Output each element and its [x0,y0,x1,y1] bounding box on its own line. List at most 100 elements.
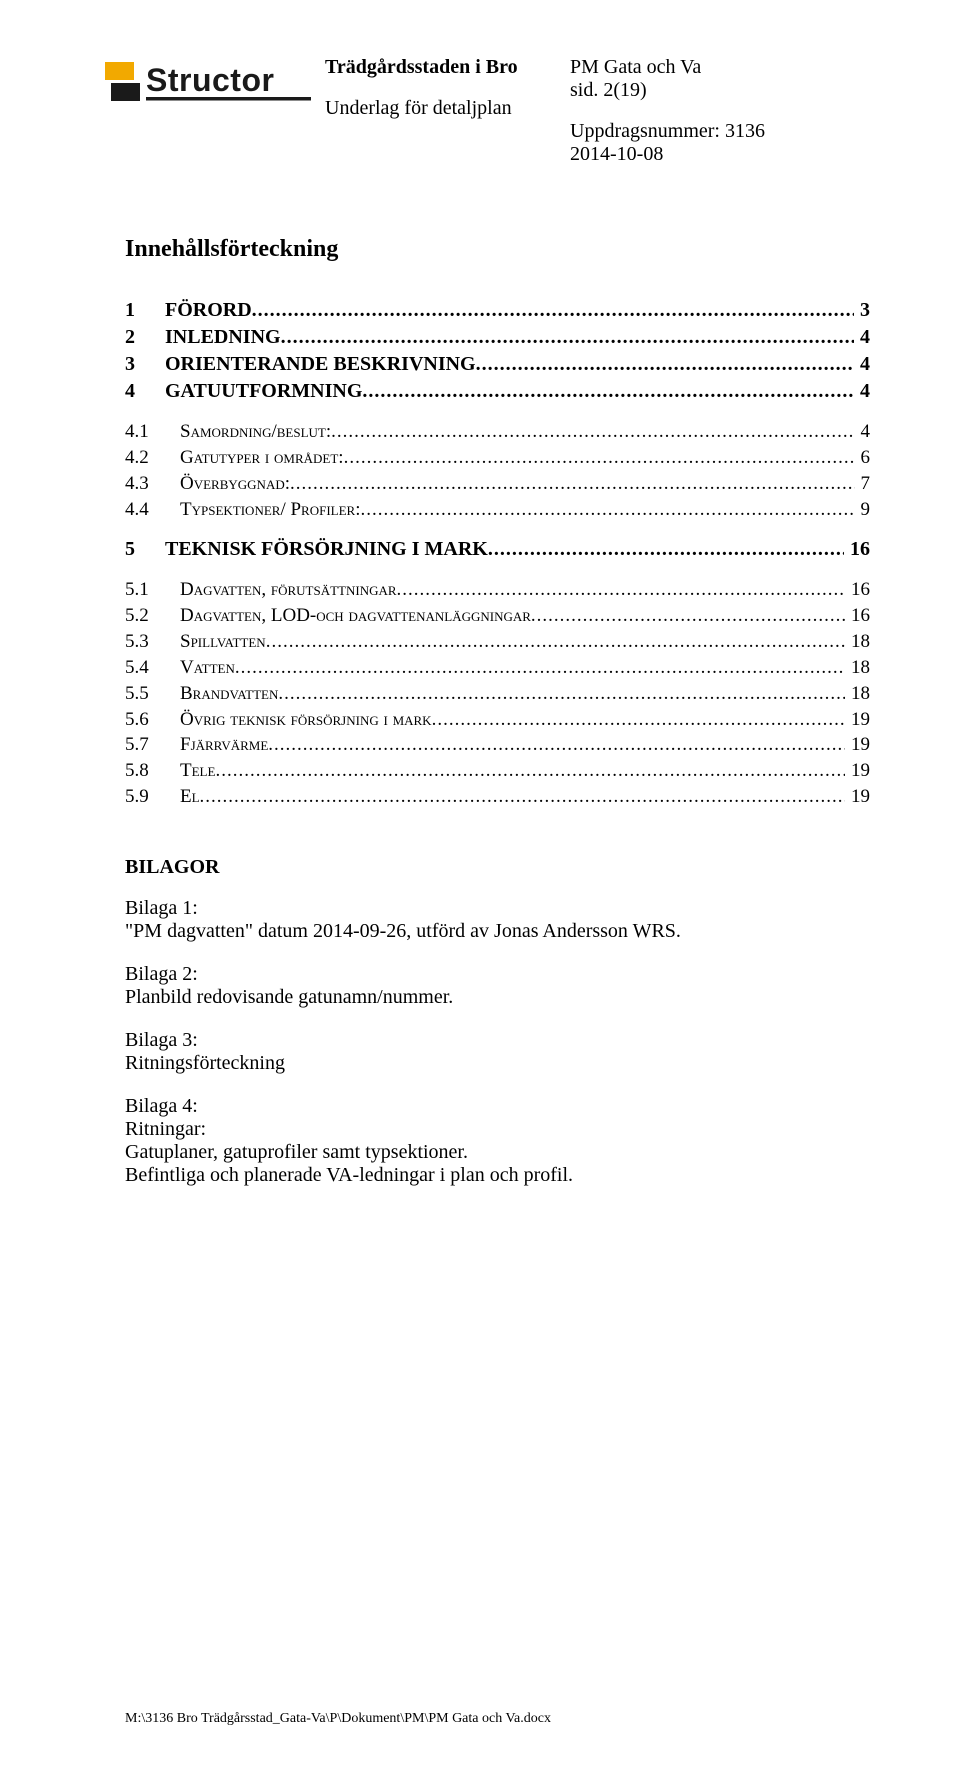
toc-page: 19 [845,760,870,782]
toc-entry: 5.1Dagvatten, förutsättningar 16 [125,579,870,601]
toc-label: Gatutyper i området: [180,447,344,469]
toc-entry: 5TEKNISK FÖRSÖRJNING I MARK 16 [125,538,870,561]
toc-label: Typsektioner/ Profiler: [180,499,361,521]
structor-logo-icon: Structor [105,56,315,112]
toc-leader [268,734,845,756]
toc-leader [432,709,845,731]
appendix-item: Bilaga 2:Planbild redovisande gatunamn/n… [125,963,870,1009]
toc-entry: 4.3Överbyggnad: 7 [125,473,870,495]
toc-page: 4 [855,421,871,443]
toc-label: ORIENTERANDE BESKRIVNING [165,353,476,376]
toc-number: 5.1 [125,579,180,601]
toc-page: 7 [855,473,871,495]
toc-number: 4.2 [125,447,180,469]
toc-label: Tele [180,760,215,782]
toc-number: 5.5 [125,683,180,705]
toc-page: 4 [854,380,870,403]
appendix-item: Bilaga 1:"PM dagvatten" datum 2014-09-26… [125,897,870,943]
footer-path: M:\3136 Bro Trädgårsstad_Gata-Va\P\Dokum… [125,1711,551,1727]
toc-leader [235,657,845,679]
toc-title: Innehållsförteckning [125,236,870,263]
appendix-list: Bilaga 1:"PM dagvatten" datum 2014-09-26… [125,897,870,1187]
appendix-label: Bilaga 4: [125,1095,870,1118]
toc-page: 18 [845,683,870,705]
appendix-title: BILAGOR [125,856,870,879]
appendix-label: Bilaga 1: [125,897,870,920]
page-info: sid. 2(19) [570,79,820,102]
appendix-line: Befintliga och planerade VA-ledningar i … [125,1164,870,1187]
toc-page: 16 [845,605,870,627]
toc-number: 4.1 [125,421,180,443]
appendix-line: "PM dagvatten" datum 2014-09-26, utförd … [125,920,870,943]
toc-number: 5.7 [125,734,180,756]
toc-leader [278,683,845,705]
toc-leader [531,605,845,627]
svg-text:Structor: Structor [146,62,274,98]
toc-entry: 5.4Vatten 18 [125,657,870,679]
toc-entry: 3ORIENTERANDE BESKRIVNING 4 [125,353,870,376]
toc-entry: 5.8Tele 19 [125,760,870,782]
appendix-line: Gatuplaner, gatuprofiler samt typsektion… [125,1141,870,1164]
toc-label: Dagvatten, LOD-och dagvattenanläggningar [180,605,531,627]
toc-entry: 4.2Gatutyper i området: 6 [125,447,870,469]
appendix-section: BILAGOR Bilaga 1:"PM dagvatten" datum 20… [125,856,870,1187]
header-columns: Trädgårdsstaden i Bro Underlag för detal… [325,56,820,166]
toc-page: 18 [845,631,870,653]
toc-entry: 5.3Spillvatten 18 [125,631,870,653]
appendix-label: Bilaga 2: [125,963,870,986]
toc-entry: 1FÖRORD 3 [125,299,870,322]
toc-label: TEKNISK FÖRSÖRJNING I MARK [165,538,488,561]
toc-number: 4 [125,380,165,403]
toc-leader [290,473,855,495]
toc-page: 16 [844,538,870,561]
appendix-label: Bilaga 3: [125,1029,870,1052]
toc-number: 5.6 [125,709,180,731]
toc-entry: 5.7Fjärrvärme 19 [125,734,870,756]
toc-page: 4 [854,353,870,376]
toc-number: 5.3 [125,631,180,653]
toc-entry: 5.9El 19 [125,786,870,808]
toc-label: INLEDNING [165,326,281,349]
appendix-item: Bilaga 4:Ritningar:Gatuplaner, gatuprofi… [125,1095,870,1187]
toc-page: 19 [845,734,870,756]
toc-label: Fjärrvärme [180,734,268,756]
toc-leader [362,380,854,403]
toc-page: 6 [855,447,871,469]
appendix-item: Bilaga 3:Ritningsförteckning [125,1029,870,1075]
toc-leader [488,538,844,561]
document-date: 2014-10-08 [570,143,820,166]
toc-label: Dagvatten, förutsättningar [180,579,397,601]
toc-number: 5.9 [125,786,180,808]
toc-leader [476,353,854,376]
toc-entry: 4GATUUTFORMNING 4 [125,380,870,403]
toc-leader [252,299,854,322]
toc-entry: 5.6Övrig teknisk försörjning i mark 19 [125,709,870,731]
toc-number: 4.4 [125,499,180,521]
toc-entry: 5.2Dagvatten, LOD-och dagvattenanläggnin… [125,605,870,627]
toc-number: 4.3 [125,473,180,495]
toc-leader [344,447,855,469]
document-header: Structor Trädgårdsstaden i Bro Underlag … [125,56,870,166]
toc-number: 2 [125,326,165,349]
toc-number: 5.8 [125,760,180,782]
toc-label: GATUUTFORMNING [165,380,362,403]
toc-entry: 2INLEDNING 4 [125,326,870,349]
toc-leader [331,421,854,443]
toc-leader [281,326,854,349]
toc-label: El [180,786,200,808]
appendix-line: Planbild redovisande gatunamn/nummer. [125,986,870,1009]
toc-label: Brandvatten [180,683,278,705]
toc-label: FÖRORD [165,299,252,322]
table-of-contents: 1FÖRORD 32INLEDNING 43ORIENTERANDE BESKR… [125,299,870,808]
toc-number: 3 [125,353,165,376]
toc-page: 4 [854,326,870,349]
toc-entry: 5.5Brandvatten 18 [125,683,870,705]
toc-number: 5.2 [125,605,180,627]
toc-page: 3 [854,299,870,322]
toc-label: Vatten [180,657,235,679]
toc-page: 16 [845,579,870,601]
logo-wrap: Structor [105,56,315,117]
toc-label: Övrig teknisk försörjning i mark [180,709,432,731]
toc-number: 5 [125,538,165,561]
toc-label: Spillvatten [180,631,266,653]
